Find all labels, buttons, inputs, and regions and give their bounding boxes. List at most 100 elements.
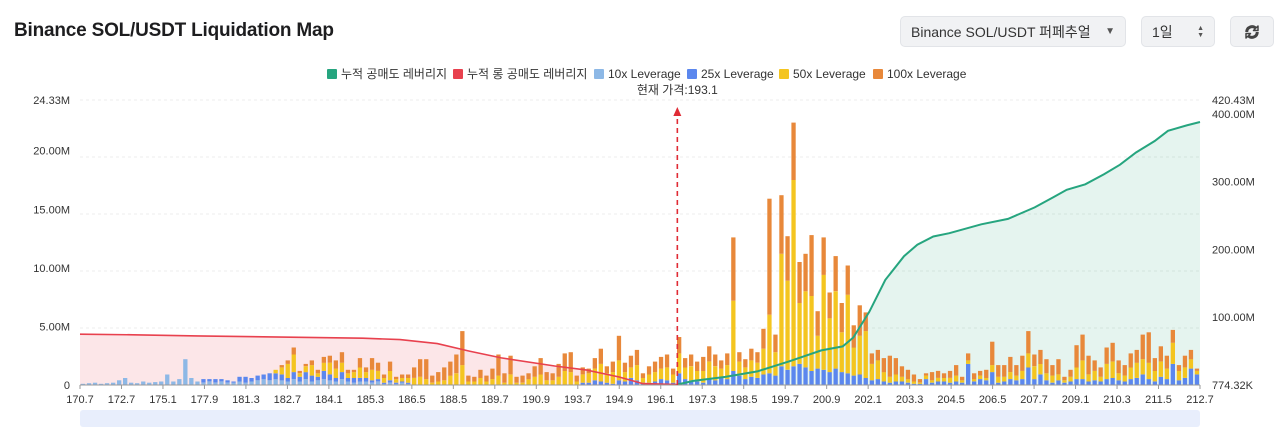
bar-lev50 xyxy=(737,361,742,376)
bar-lev50 xyxy=(658,368,664,380)
bar-lev25 xyxy=(1152,381,1157,385)
time-range-select[interactable]: 1일 ▲ ▼ xyxy=(1141,16,1215,47)
bar-lev50 xyxy=(303,366,308,373)
x-tick-label: 186.5 xyxy=(398,394,426,406)
bar-lev50 xyxy=(905,379,911,383)
bar-lev50 xyxy=(562,370,567,385)
bar-lev25 xyxy=(1116,380,1121,385)
bar-lev50 xyxy=(1020,370,1025,380)
bar-lev50 xyxy=(1044,373,1049,381)
bar-lev25 xyxy=(664,380,670,385)
bar-lev25 xyxy=(592,380,597,385)
bar-lev50 xyxy=(622,372,628,382)
bar-lev50 xyxy=(484,381,489,385)
pair-select[interactable]: Binance SOL/USDT 퍼페추얼 ▼ xyxy=(900,16,1126,47)
bar-lev10 xyxy=(117,380,122,385)
bar-lev25 xyxy=(1128,379,1133,385)
bar-lev50 xyxy=(616,360,622,381)
bar-lev25 xyxy=(273,373,278,380)
bar-lev50 xyxy=(1110,361,1115,378)
bar-lev50 xyxy=(875,360,880,380)
bar-lev100 xyxy=(857,305,862,336)
bar-lev25 xyxy=(905,382,911,385)
legend-label-1: 누적 롱 공매도 레버리지 xyxy=(467,67,587,81)
bar-lev50 xyxy=(911,381,917,384)
bar-lev10 xyxy=(135,383,140,385)
bar-lev50 xyxy=(1164,368,1169,380)
bar-lev50 xyxy=(1134,362,1139,378)
bar-lev100 xyxy=(1128,353,1133,368)
bar-lev25 xyxy=(231,381,236,383)
y-right-tick-label: 100.00M xyxy=(1212,312,1255,324)
x-tick-label: 172.7 xyxy=(108,394,136,406)
bar-lev100 xyxy=(701,356,706,371)
bar-lev100 xyxy=(574,375,579,382)
bar-lev100 xyxy=(556,363,561,377)
bar-lev50 xyxy=(508,374,513,385)
bar-lev50 xyxy=(701,370,706,383)
y-left-tick-label: 0 xyxy=(64,380,70,392)
x-tick-label: 188.5 xyxy=(440,394,468,406)
bar-lev50 xyxy=(1158,361,1163,377)
bar-lev25 xyxy=(893,381,898,385)
bar-lev50 xyxy=(978,375,983,380)
bar-lev100 xyxy=(291,347,296,355)
bar-lev50 xyxy=(689,366,694,381)
bar-lev25 xyxy=(947,382,953,385)
bar-lev10 xyxy=(111,382,116,385)
bar-lev25 xyxy=(941,381,947,385)
bar-lev10 xyxy=(255,380,260,385)
bar-lev50 xyxy=(466,381,471,385)
bar-lev25 xyxy=(689,380,694,385)
x-tick-label: 197.3 xyxy=(688,394,716,406)
bar-lev25 xyxy=(291,372,296,380)
bar-lev50 xyxy=(574,381,579,385)
y-left-tick-label: 20.00M xyxy=(33,146,70,158)
bar-lev100 xyxy=(887,355,892,377)
bar-lev10 xyxy=(387,382,393,385)
cumulative-fills xyxy=(80,122,1200,385)
legend-swatch-3 xyxy=(687,69,697,79)
bar-lev50 xyxy=(478,378,483,385)
bar-lev100 xyxy=(448,361,453,376)
bar-lev50 xyxy=(917,382,923,384)
chart-range-slider[interactable] xyxy=(80,410,1200,427)
bar-lev100 xyxy=(345,369,351,374)
bar-lev100 xyxy=(1116,360,1121,374)
bar-lev50 xyxy=(1080,360,1085,380)
bar-lev25 xyxy=(821,369,826,385)
bar-lev25 xyxy=(990,372,995,385)
bar-lev100 xyxy=(1104,347,1109,364)
bar-lev100 xyxy=(369,358,375,370)
bar-lev25 xyxy=(972,381,977,385)
bar-lev25 xyxy=(960,382,965,385)
bar-lev25 xyxy=(1164,379,1169,385)
chart-axes: 0 5.00M 10.00M 15.00M 20.00M 24.33M 774.32K 100… xyxy=(33,95,1255,406)
bar-lev10 xyxy=(315,380,320,385)
bar-lev10 xyxy=(375,381,381,385)
bar-lev50 xyxy=(424,379,429,385)
y-right-tick-label: 420.43M xyxy=(1212,95,1255,107)
bar-lev100 xyxy=(628,355,634,368)
bar-lev100 xyxy=(297,370,302,374)
bar-lev100 xyxy=(785,236,790,281)
bar-lev50 xyxy=(707,361,712,380)
chart-legend: 누적 공매도 레버리지 누적 롱 공매도 레버리지 10x Leverage 25x … xyxy=(327,67,967,81)
current-price-label: 현재 가격:193.1 xyxy=(637,83,718,97)
leverage-bars xyxy=(80,122,1200,385)
bar-lev25 xyxy=(387,380,393,383)
bar-lev10 xyxy=(141,381,146,385)
bar-lev10 xyxy=(219,381,224,385)
bar-lev50 xyxy=(1128,367,1133,380)
bar-lev50 xyxy=(315,373,320,377)
bar-lev100 xyxy=(737,352,742,362)
bar-lev100 xyxy=(815,311,820,336)
bar-lev100 xyxy=(400,374,405,378)
bar-lev50 xyxy=(1182,367,1188,378)
bar-lev50 xyxy=(893,374,898,382)
bar-lev25 xyxy=(369,380,375,383)
bar-lev50 xyxy=(749,360,754,377)
bar-lev10 xyxy=(394,383,399,385)
bar-lev25 xyxy=(219,379,224,382)
refresh-button[interactable] xyxy=(1230,16,1274,47)
